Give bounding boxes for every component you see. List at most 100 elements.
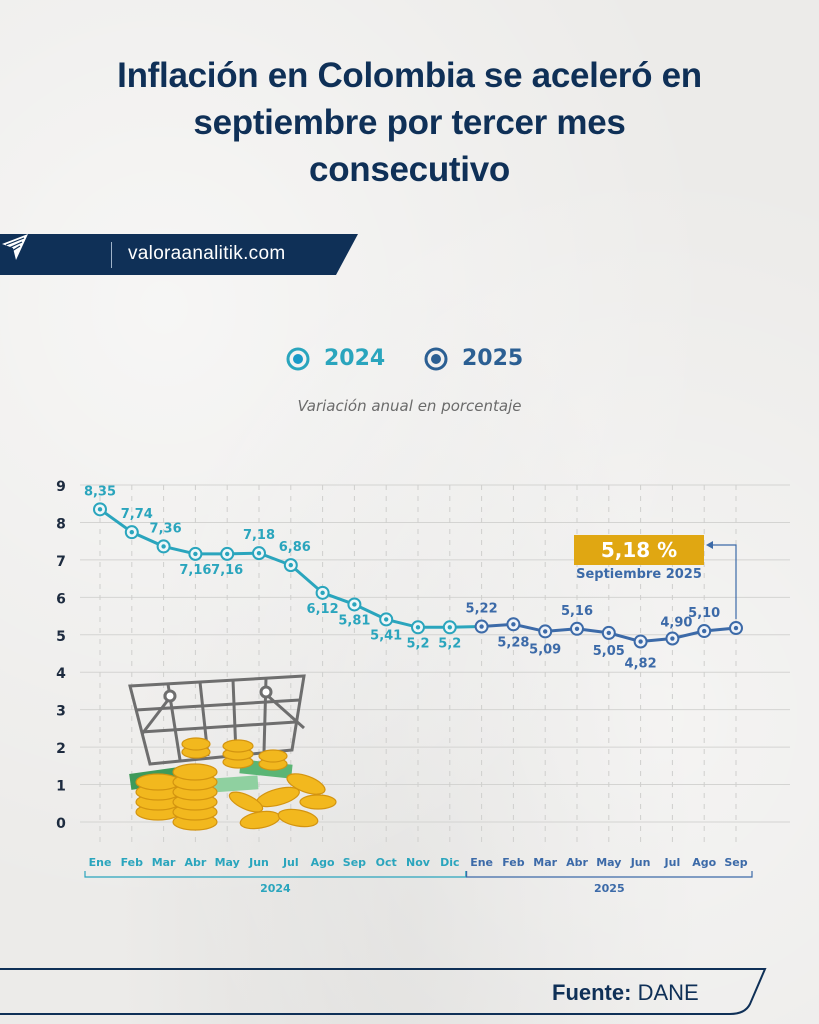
- line-chart: 0 1 2 3 4 5 6 7 8 9 Ene Feb Mar Abr May Jun Jul Ago Sep Oct…: [56, 479, 790, 895]
- data-label-2024: 8,35: [84, 484, 116, 499]
- data-label-2025: 5,05: [593, 644, 625, 659]
- data-label-2024: 7,18: [243, 528, 275, 543]
- data-point-2025-center: [733, 625, 739, 631]
- x-tick-label: Mar: [152, 856, 176, 869]
- shopping-basket-coins-illustration: [128, 674, 337, 831]
- x-group-bracket: [84, 871, 467, 878]
- x-tick-label: Abr: [566, 856, 588, 869]
- data-label-2025: 5,09: [529, 642, 561, 657]
- data-label-2024: 5,81: [338, 613, 370, 628]
- x-tick-label: Mar: [533, 856, 557, 869]
- data-point-2024-center: [384, 617, 389, 622]
- x-tick-label: Ago: [692, 856, 716, 869]
- highlight-period-label: Septiembre 2025: [576, 567, 702, 582]
- x-tick-label: Oct: [376, 856, 397, 869]
- x-group-bracket: [466, 871, 753, 878]
- x-tick-label: Feb: [121, 856, 144, 869]
- brand-divider: [111, 242, 112, 268]
- title-line-1: Inflación en Colombia se aceleró en: [117, 56, 702, 95]
- x-tick-label: Jun: [248, 856, 269, 869]
- x-tick-label: Ago: [311, 856, 335, 869]
- source-value: DANE: [637, 980, 699, 1005]
- legend-label-2024: 2024: [324, 346, 386, 371]
- brand-bar: valoraanalitik.com: [0, 234, 358, 275]
- data-label-2025: 5,28: [497, 635, 529, 650]
- data-label-2025: 5,10: [688, 606, 720, 621]
- x-tick-label: Ene: [470, 856, 493, 869]
- y-tick-label: 2: [56, 741, 66, 757]
- x-tick-label: Ene: [89, 856, 112, 869]
- footer-frame: [0, 968, 767, 1015]
- x-tick-label: Jul: [282, 856, 299, 869]
- chart-legend: 2024 2025: [0, 346, 819, 380]
- data-point-2025-center: [638, 639, 643, 644]
- data-label-2025: 5,16: [561, 604, 593, 619]
- data-label-2024: 6,86: [279, 540, 311, 555]
- data-label-2024: 7,36: [150, 521, 182, 536]
- data-label-2024: 7,74: [121, 507, 153, 522]
- x-tick-label: Feb: [502, 856, 525, 869]
- legend-label-2025: 2025: [462, 346, 524, 371]
- data-point-2025-center: [479, 624, 484, 629]
- data-point-2025-center: [574, 626, 580, 631]
- legend-item-2025: 2025: [424, 346, 523, 371]
- legend-marker-2024-icon: [286, 347, 310, 370]
- data-point-2024-center: [193, 551, 198, 557]
- brand-bar-background: [0, 234, 358, 275]
- data-point-2024-center: [415, 625, 421, 630]
- y-tick-label: 3: [56, 704, 66, 720]
- title-line-3: consecutivo: [309, 150, 510, 189]
- x-tick-label: Jul: [664, 856, 681, 869]
- x-tick-label: Dic: [440, 856, 459, 869]
- data-point-2025-center: [543, 629, 548, 634]
- annotation-arrowhead: [706, 541, 713, 549]
- data-label-2024: 5,41: [370, 628, 402, 643]
- footer: Fuente: DANE: [0, 968, 819, 1016]
- data-point-2024-center: [225, 551, 230, 557]
- data-point-2024-center: [129, 529, 134, 535]
- data-point-2025-center: [670, 636, 675, 641]
- chart-subtitle: Variación anual en porcentaje: [297, 397, 522, 415]
- data-point-2024-center: [288, 562, 293, 568]
- x-group-label: 2024: [260, 882, 291, 895]
- data-label-2024: 5,2: [406, 636, 429, 651]
- data-point-2025-center: [606, 630, 611, 636]
- source-note: Fuente: DANE: [552, 980, 699, 1006]
- data-point-2024-center: [447, 625, 452, 630]
- x-tick-label: May: [596, 856, 621, 869]
- y-tick-label: 0: [56, 816, 66, 832]
- data-point-2025-center: [702, 628, 707, 634]
- page-title: Inflación en Colombia se aceleró en sept…: [40, 52, 779, 193]
- x-tick-label: Jun: [630, 856, 651, 869]
- annotation-connector: [712, 544, 737, 620]
- x-tick-label: Sep: [343, 856, 366, 869]
- y-tick-label: 9: [56, 479, 66, 495]
- data-label-2025: 5,22: [466, 602, 498, 617]
- y-tick-label: 4: [56, 666, 66, 682]
- data-label-2024: 7,16: [179, 563, 211, 578]
- y-tick-label: 1: [56, 779, 66, 795]
- data-point-2024-center: [256, 550, 262, 556]
- x-tick-label: Nov: [406, 856, 431, 869]
- paper-plane-logo-icon: [2, 234, 28, 260]
- legend-marker-2025-icon: [424, 347, 448, 370]
- data-point-2024-center: [161, 544, 166, 549]
- y-tick-label: 7: [56, 554, 66, 570]
- data-label-2025: 4,82: [625, 657, 657, 672]
- highlight-value-badge: 5,18 %: [574, 535, 704, 565]
- title-line-2: septiembre por tercer mes: [193, 103, 626, 142]
- y-tick-label: 6: [56, 591, 66, 607]
- source-label: Fuente:: [552, 980, 632, 1005]
- data-point-2025-center: [511, 622, 516, 627]
- legend-item-2024: 2024: [286, 346, 385, 371]
- data-label-2024: 7,16: [211, 563, 243, 578]
- x-tick-label: May: [215, 856, 240, 869]
- brand-url-link[interactable]: valoraanalitik.com: [128, 243, 286, 264]
- y-tick-label: 5: [56, 629, 66, 645]
- x-tick-label: Sep: [724, 856, 747, 869]
- data-label-2025: 4,90: [660, 616, 692, 631]
- data-label-2024: 6,12: [307, 602, 339, 617]
- data-point-2024-center: [352, 602, 357, 607]
- data-point-2024-center: [320, 590, 325, 596]
- data-point-2024-center: [97, 507, 103, 512]
